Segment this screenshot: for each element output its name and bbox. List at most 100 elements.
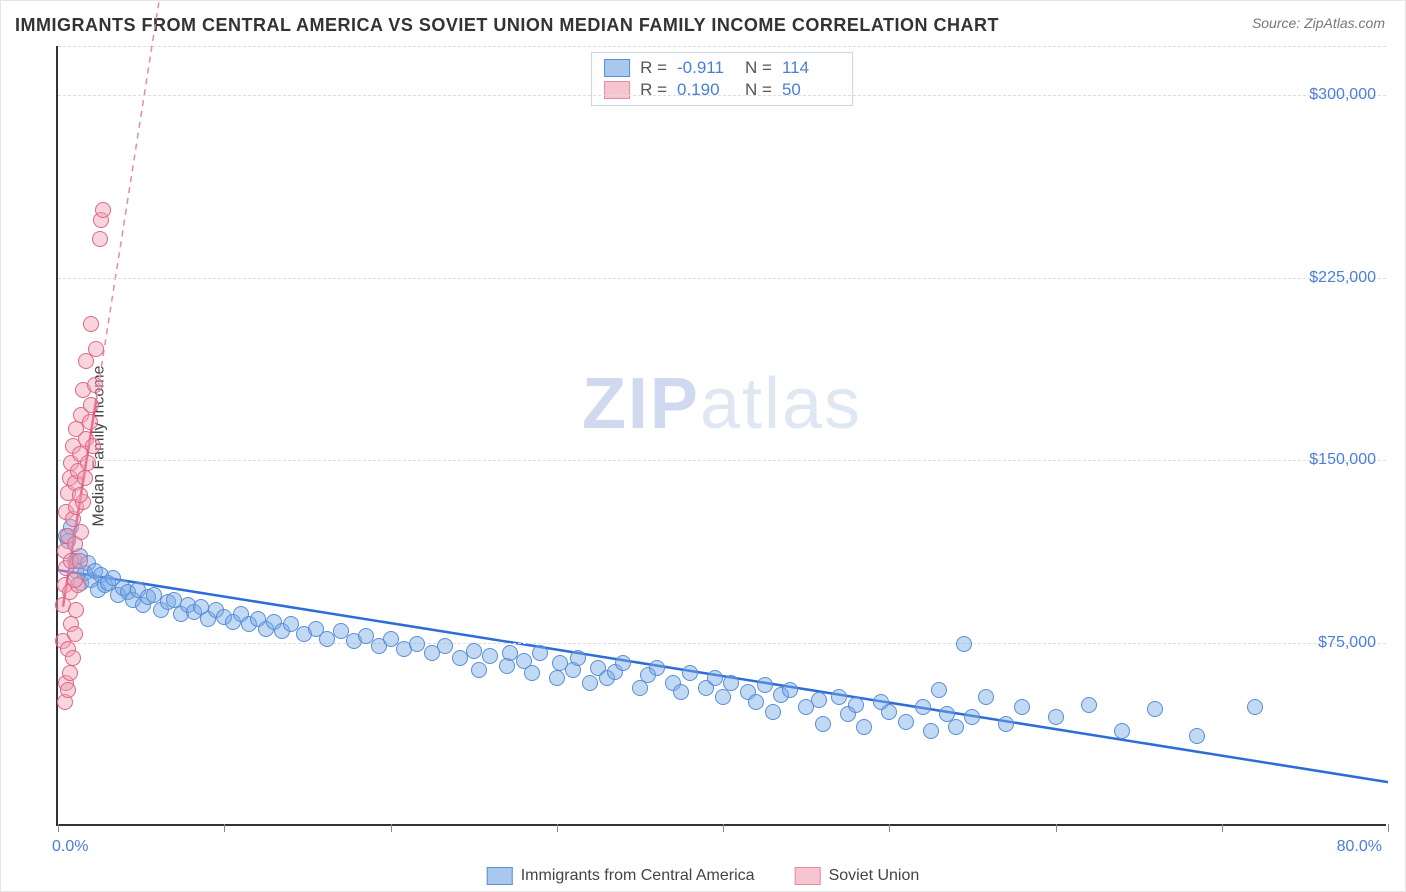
data-point [67, 626, 83, 642]
x-tick [1388, 824, 1389, 832]
n-value: 114 [782, 58, 840, 78]
gridline [58, 460, 1386, 461]
data-point [582, 675, 598, 691]
data-point [881, 704, 897, 720]
data-point [956, 636, 972, 652]
data-point [532, 645, 548, 661]
watermark-zip: ZIP [582, 364, 700, 444]
data-point [815, 716, 831, 732]
data-point [1114, 723, 1130, 739]
x-tick [723, 824, 724, 832]
data-point [77, 470, 93, 486]
r-value: -0.911 [677, 58, 735, 78]
data-point [715, 689, 731, 705]
data-point [673, 684, 689, 700]
data-point [831, 689, 847, 705]
data-point [83, 397, 99, 413]
data-point [898, 714, 914, 730]
data-point [682, 665, 698, 681]
data-point [964, 709, 980, 725]
r-label: R = [640, 80, 667, 100]
data-point [549, 670, 565, 686]
x-tick [557, 824, 558, 832]
data-point [65, 650, 81, 666]
data-point [72, 487, 88, 503]
data-point [615, 655, 631, 671]
swatch-icon [795, 867, 821, 885]
data-point [73, 524, 89, 540]
legend-item: Immigrants from Central America [487, 867, 755, 885]
x-tick [224, 824, 225, 832]
data-point [723, 675, 739, 691]
data-point [1189, 728, 1205, 744]
gridline [58, 643, 1386, 644]
stats-row: R = -0.911 N = 114 [604, 57, 840, 79]
data-point [1014, 699, 1030, 715]
x-tick [1222, 824, 1223, 832]
source-label: Source: ZipAtlas.com [1252, 15, 1385, 31]
data-point [95, 202, 111, 218]
watermark-atlas: atlas [700, 364, 862, 444]
data-point [87, 377, 103, 393]
x-tick [1056, 824, 1057, 832]
data-point [848, 697, 864, 713]
legend-item: Soviet Union [795, 867, 920, 885]
r-value: 0.190 [677, 80, 735, 100]
data-point [524, 665, 540, 681]
data-point [80, 455, 96, 471]
x-max-label: 80.0% [1337, 838, 1382, 856]
bottom-legend: Immigrants from Central America Soviet U… [487, 867, 920, 885]
data-point [68, 602, 84, 618]
data-point [570, 650, 586, 666]
y-tick-label: $225,000 [1309, 269, 1376, 287]
data-point [811, 692, 827, 708]
data-point [409, 636, 425, 652]
data-point [998, 716, 1014, 732]
x-tick [889, 824, 890, 832]
x-min-label: 0.0% [52, 838, 88, 856]
chart-title: IMMIGRANTS FROM CENTRAL AMERICA VS SOVIE… [15, 15, 999, 36]
data-point [915, 699, 931, 715]
data-point [765, 704, 781, 720]
r-label: R = [640, 58, 667, 78]
stats-row: R = 0.190 N = 50 [604, 79, 840, 101]
data-point [1081, 697, 1097, 713]
data-point [67, 572, 83, 588]
y-tick-label: $150,000 [1309, 451, 1376, 469]
data-point [1247, 699, 1263, 715]
data-point [757, 677, 773, 693]
x-tick [391, 824, 392, 832]
trendline [96, 0, 182, 399]
data-point [482, 648, 498, 664]
gridline [58, 278, 1386, 279]
n-label: N = [745, 80, 772, 100]
data-point [471, 662, 487, 678]
swatch-icon [487, 867, 513, 885]
data-point [782, 682, 798, 698]
data-point [1147, 701, 1163, 717]
trendline [58, 570, 1388, 782]
data-point [72, 553, 88, 569]
gridline [58, 95, 1386, 96]
data-point [748, 694, 764, 710]
legend-label: Immigrants from Central America [521, 867, 755, 885]
swatch-icon [604, 59, 630, 77]
data-point [83, 316, 99, 332]
trendlines-svg [58, 46, 1386, 824]
data-point [948, 719, 964, 735]
data-point [82, 414, 98, 430]
n-value: 50 [782, 80, 840, 100]
data-point [923, 723, 939, 739]
watermark: ZIPatlas [582, 363, 862, 445]
data-point [92, 231, 108, 247]
data-point [60, 682, 76, 698]
n-label: N = [745, 58, 772, 78]
y-tick-label: $300,000 [1309, 86, 1376, 104]
data-point [931, 682, 947, 698]
y-tick-label: $75,000 [1318, 634, 1376, 652]
stats-legend: R = -0.911 N = 114 R = 0.190 N = 50 [591, 52, 853, 106]
x-tick [58, 824, 59, 832]
plot-area: ZIPatlas R = -0.911 N = 114 R = 0.190 N … [56, 46, 1386, 826]
swatch-icon [604, 81, 630, 99]
legend-label: Soviet Union [829, 867, 920, 885]
